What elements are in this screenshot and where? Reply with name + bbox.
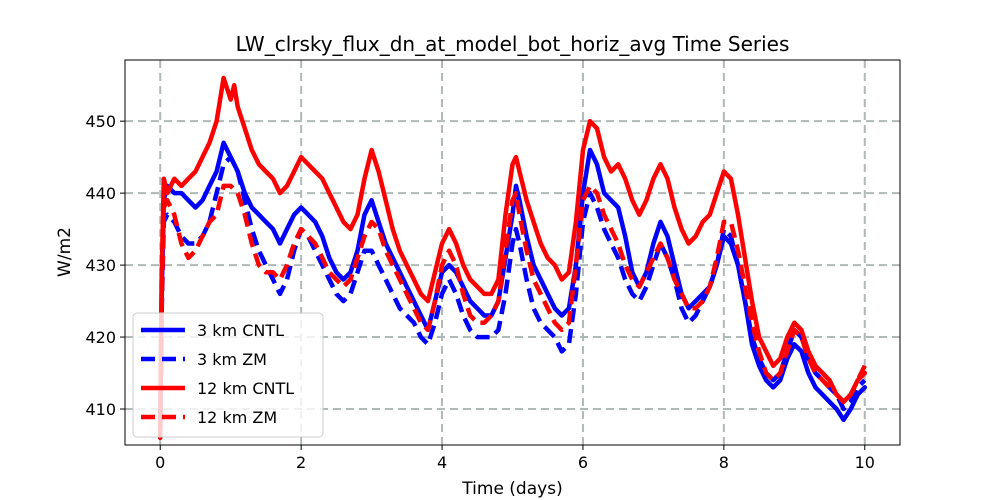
x-tick-label: 2 bbox=[296, 453, 306, 472]
y-tick-label: 420 bbox=[85, 328, 116, 347]
y-axis-label: W/m2 bbox=[55, 227, 75, 277]
legend-label-12-km-cntl: 12 km CNTL bbox=[197, 379, 294, 398]
chart-title: LW_clrsky_flux_dn_at_model_bot_horiz_avg… bbox=[236, 32, 790, 56]
series-line-3-km-zm bbox=[157, 154, 867, 438]
legend-label-3-km-zm: 3 km ZM bbox=[197, 350, 267, 369]
legend: 3 km CNTL 3 km ZM 12 km CNTL 12 km ZM bbox=[132, 312, 324, 438]
x-axis-label: Time (days) bbox=[461, 479, 562, 499]
y-tick-label: 430 bbox=[85, 256, 116, 275]
x-tick-label: 8 bbox=[719, 453, 729, 472]
legend-label-12-km-zm: 12 km ZM bbox=[197, 408, 277, 427]
y-tick-label: 410 bbox=[85, 400, 116, 419]
y-tick-label: 450 bbox=[85, 112, 116, 131]
x-tick-label: 10 bbox=[855, 453, 875, 472]
series-line-12-km-cntl bbox=[157, 75, 868, 441]
series-line-12-km-zm bbox=[157, 183, 867, 438]
x-tick-label: 6 bbox=[578, 453, 588, 472]
plot-area-frame bbox=[124, 59, 901, 446]
plot-series-group bbox=[157, 75, 868, 441]
y-axis-ticks: 410 420 430 440 450 bbox=[85, 112, 125, 419]
legend-frame bbox=[132, 312, 324, 438]
legend-label-3-km-cntl: 3 km CNTL bbox=[197, 321, 284, 340]
x-tick-label: 4 bbox=[437, 453, 447, 472]
x-tick-label: 0 bbox=[155, 453, 165, 472]
y-tick-label: 440 bbox=[85, 184, 116, 203]
x-axis-ticks: 0 2 4 6 8 10 bbox=[155, 445, 875, 472]
